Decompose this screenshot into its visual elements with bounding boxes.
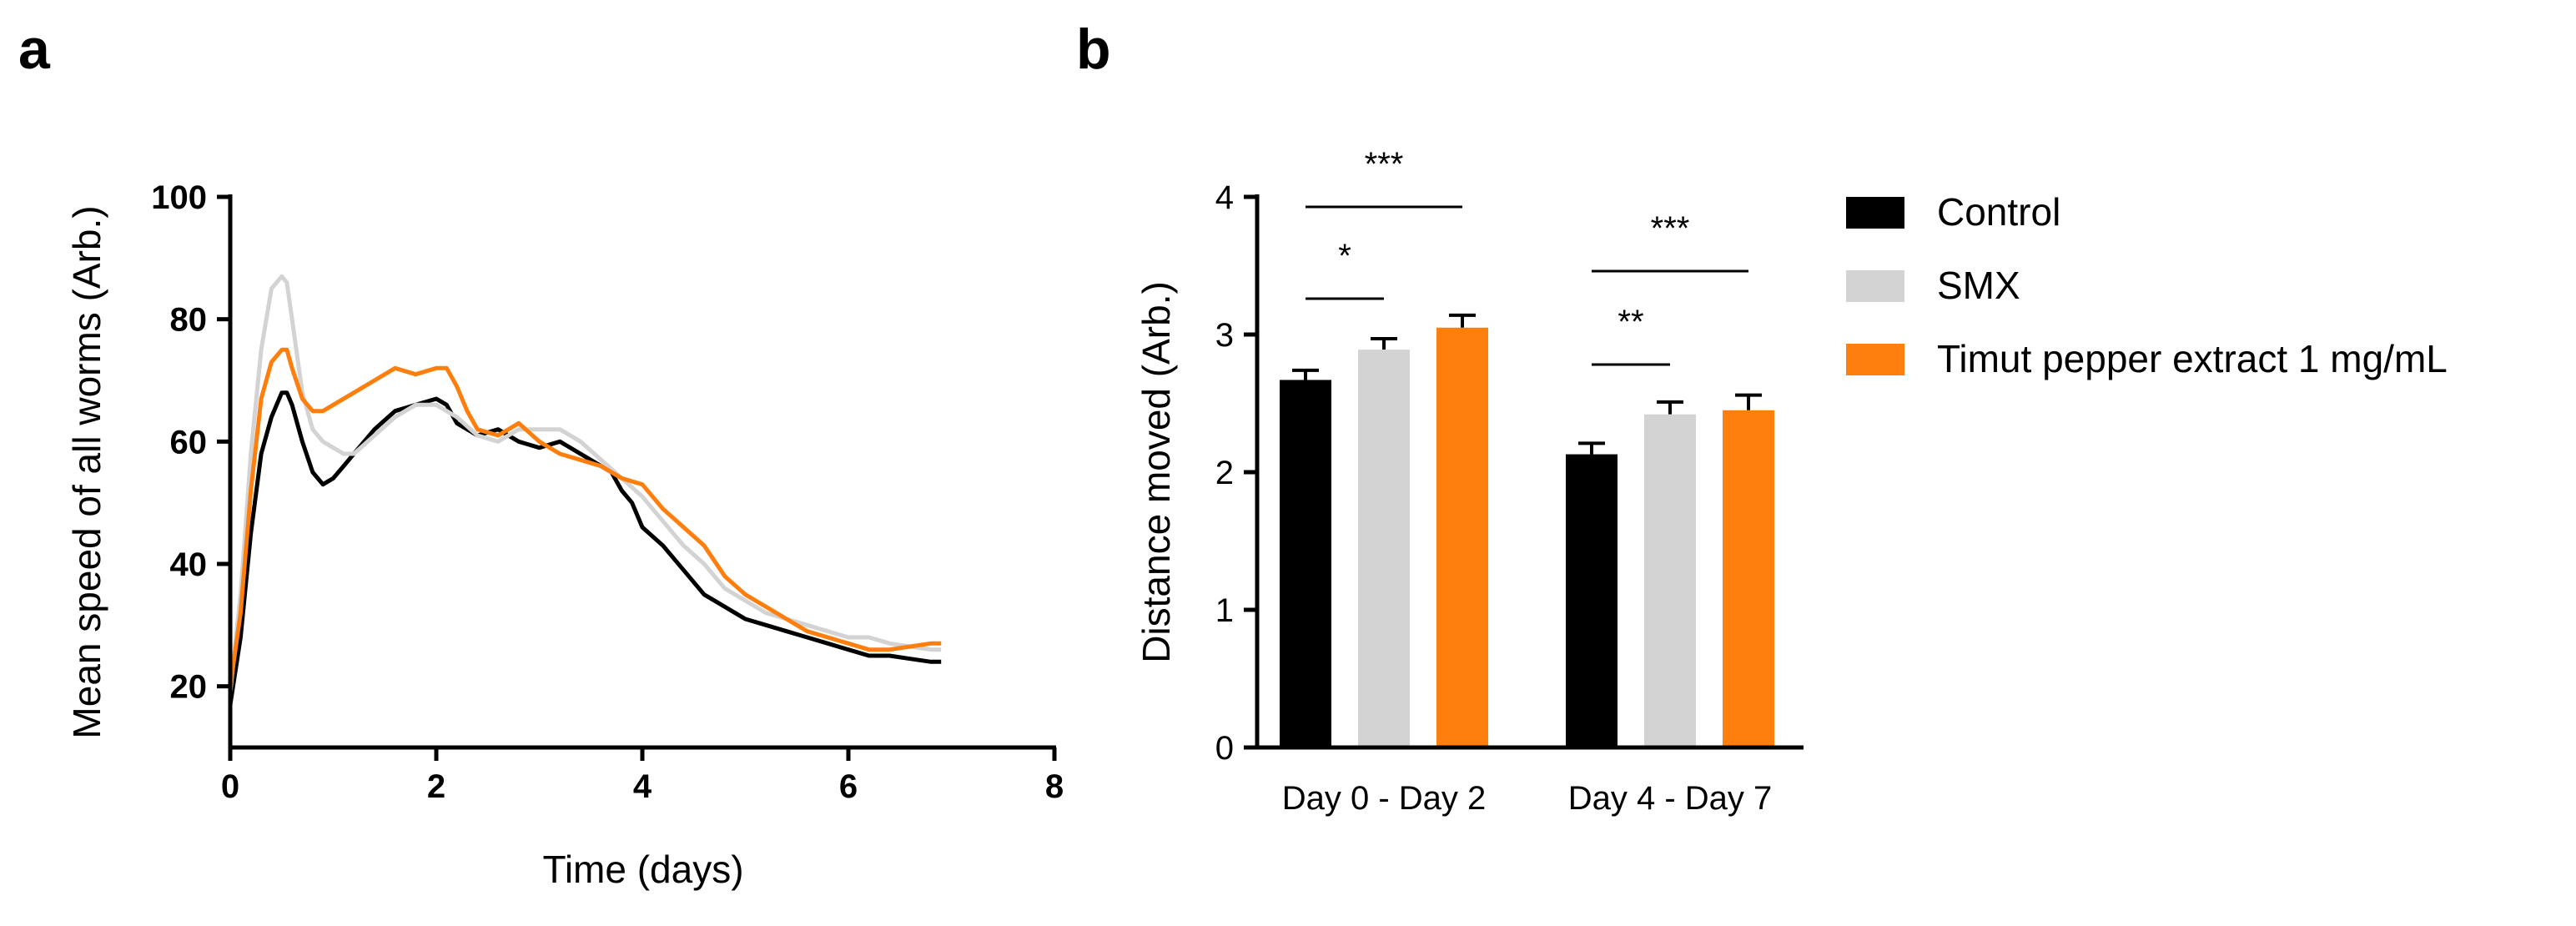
legend-label: SMX (1937, 264, 2020, 307)
bar (1566, 454, 1618, 747)
y-axis-title: Distance moved (Arb.) (1135, 281, 1178, 663)
panel-label-b: b (1076, 18, 1111, 81)
line-chart-panel: 20 40 60 80 100 0 2 4 6 8 Time (days) Mean speed… (65, 179, 1064, 891)
x-tick-label: 0 (221, 768, 239, 805)
significance-label: *** (1651, 210, 1690, 247)
legend-swatch (1846, 197, 1904, 229)
y-tick-label: 2 (1215, 455, 1234, 491)
y-tick-label: 40 (170, 546, 208, 583)
y-ticks: 0 1 2 3 4 (1215, 179, 1257, 767)
significance-brackets: ********* (1306, 146, 1748, 366)
y-tick-label: 20 (170, 669, 208, 706)
bar (1644, 414, 1696, 747)
y-tick-label: 1 (1215, 592, 1234, 629)
y-tick-label: 60 (170, 424, 208, 460)
series-lines (228, 274, 942, 706)
x-ticks: 0 2 4 6 8 (221, 747, 1064, 805)
y-tick-label: 0 (1215, 730, 1234, 767)
significance-label: *** (1365, 146, 1404, 183)
legend-label: Timut pepper extract 1 mg/mL (1937, 337, 2448, 380)
significance-label: ** (1618, 304, 1643, 340)
category-label: Day 0 - Day 2 (1282, 780, 1487, 817)
x-tick-label: 4 (633, 768, 652, 805)
category-labels: Day 0 - Day 2 Day 4 - Day 7 (1282, 780, 1773, 817)
y-tick-label: 80 (170, 302, 208, 339)
x-tick-label: 8 (1045, 768, 1064, 805)
legend: Control SMX Timut pepper extract 1 mg/mL (1846, 190, 2448, 380)
series-line-2 (228, 347, 942, 687)
x-axis-title: Time (days) (542, 848, 743, 891)
legend-label: Control (1937, 190, 2060, 234)
series-line-0 (228, 390, 942, 706)
bar (1280, 380, 1331, 747)
bar (1358, 350, 1410, 747)
bar (1436, 327, 1488, 747)
legend-swatch (1846, 270, 1904, 302)
x-tick-label: 6 (839, 768, 858, 805)
significance-label: * (1338, 238, 1351, 274)
category-label: Day 4 - Day 7 (1568, 780, 1773, 817)
bar (1723, 410, 1774, 747)
legend-swatch (1846, 344, 1904, 375)
x-tick-label: 2 (427, 768, 445, 805)
panel-label-a: a (18, 18, 51, 81)
y-tick-label: 3 (1215, 317, 1234, 354)
bars (1280, 313, 1774, 747)
y-ticks: 20 40 60 80 100 (151, 179, 230, 706)
series-line-1 (228, 274, 942, 693)
y-axis-title: Mean speed of all worms (Arb.) (65, 205, 108, 738)
y-tick-label: 100 (151, 179, 207, 216)
y-tick-label: 4 (1215, 179, 1234, 216)
